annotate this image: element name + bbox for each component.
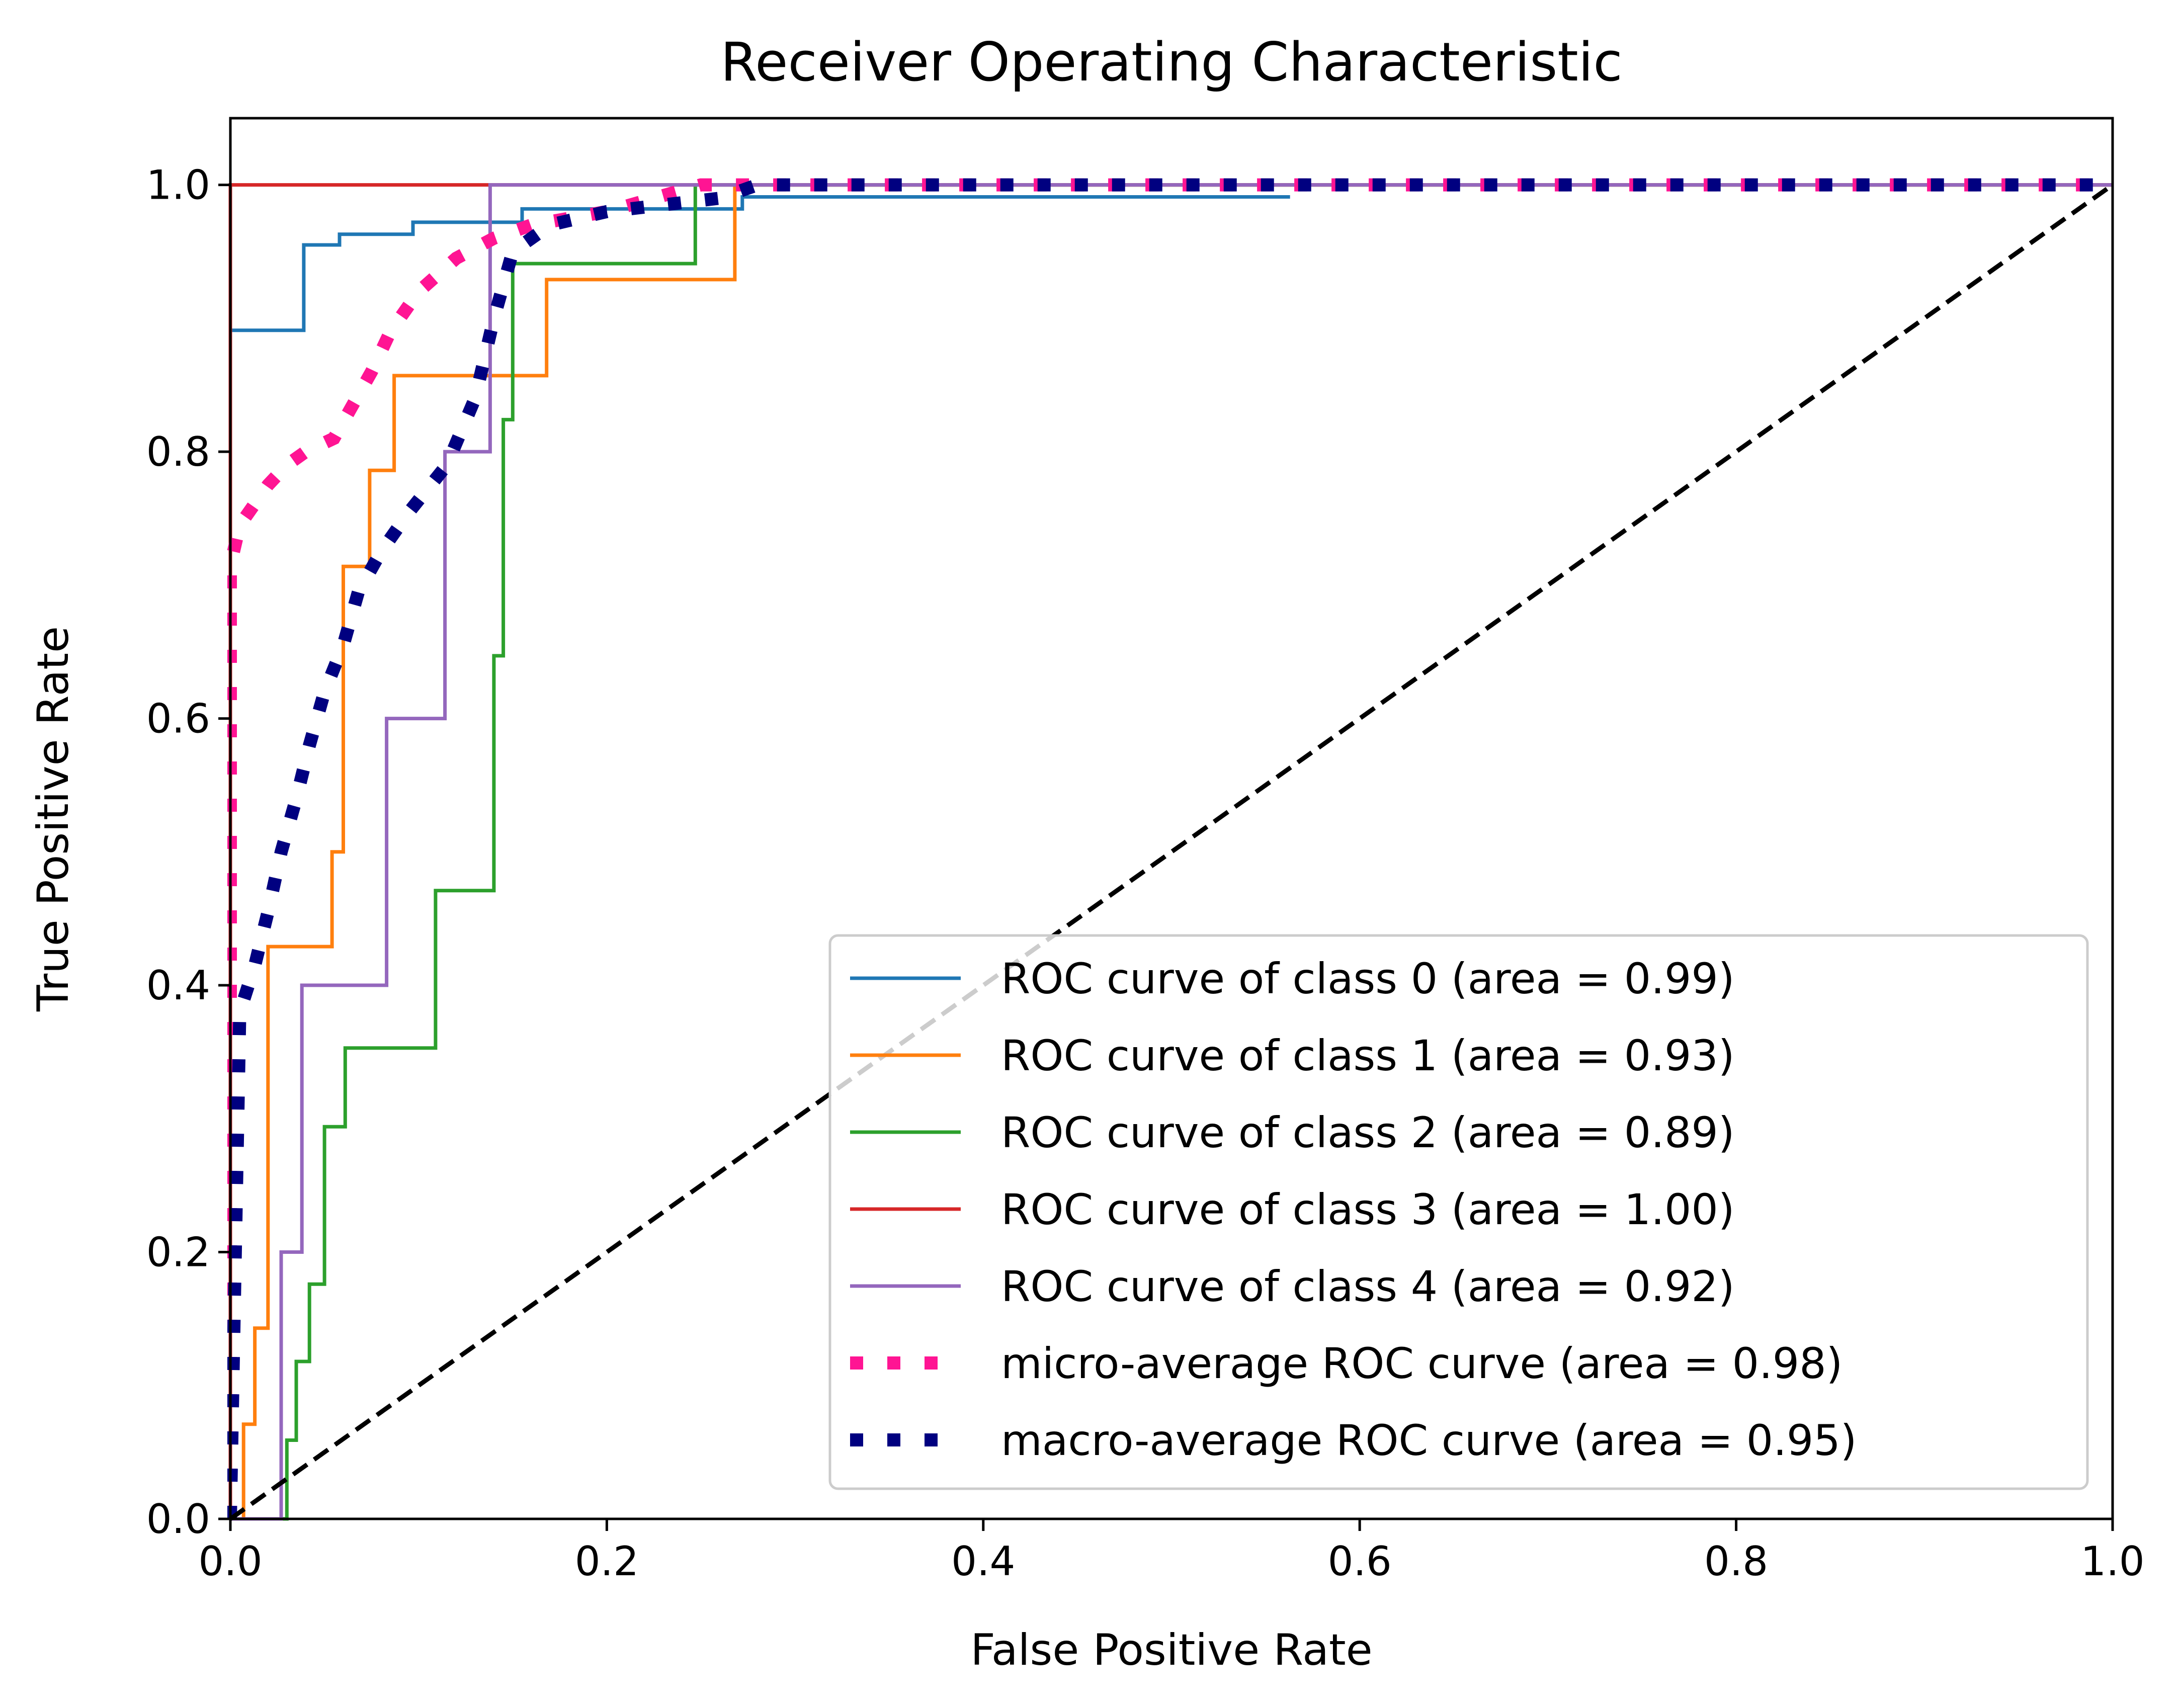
y-tick-label: 0.4 bbox=[146, 962, 210, 1009]
legend-label-0: ROC curve of class 0 (area = 0.99) bbox=[1001, 954, 1735, 1003]
plot-frame bbox=[229, 117, 2114, 1520]
x-tick-label: 0.2 bbox=[575, 1538, 639, 1585]
series-line-0 bbox=[228, 195, 1290, 1519]
x-tick-label: 1.0 bbox=[2080, 1538, 2144, 1585]
legend-label-3: ROC curve of class 3 (area = 1.00) bbox=[1001, 1185, 1735, 1234]
y-tick-label: 0.8 bbox=[146, 429, 210, 475]
chart-title: Receiver Operating Characteristic bbox=[720, 31, 1622, 93]
y-tick-label: 1.0 bbox=[146, 162, 210, 209]
x-tick-label: 0.6 bbox=[1328, 1538, 1392, 1585]
series-line-4 bbox=[230, 183, 2113, 1521]
y-tick-label: 0.0 bbox=[146, 1496, 210, 1543]
x-tick-label: 0.4 bbox=[951, 1538, 1015, 1585]
x-tick-label: 0.0 bbox=[198, 1538, 262, 1585]
legend-label-1: ROC curve of class 1 (area = 0.93) bbox=[1001, 1031, 1735, 1080]
y-axis: 0.0 0.2 0.4 0.6 0.8 1.0 bbox=[146, 162, 230, 1543]
x-axis: 0.0 0.2 0.4 0.6 0.8 1.0 bbox=[198, 1519, 2145, 1585]
legend-label-5: micro-average ROC curve (area = 0.98) bbox=[1001, 1339, 1842, 1388]
legend-box bbox=[828, 934, 2089, 1490]
legend: ROC curve of class 0 (area = 0.99) ROC cu… bbox=[828, 934, 2089, 1490]
y-axis-label: True Positive Rate bbox=[28, 626, 78, 1012]
legend-label-4: ROC curve of class 4 (area = 0.92) bbox=[1001, 1262, 1735, 1311]
x-axis-label: False Positive Rate bbox=[970, 1625, 1372, 1675]
y-tick-label: 0.2 bbox=[146, 1229, 210, 1276]
legend-label-2: ROC curve of class 2 (area = 0.89) bbox=[1001, 1108, 1735, 1157]
legend-label-6: macro-average ROC curve (area = 0.95) bbox=[1001, 1416, 1857, 1465]
x-tick-label: 0.8 bbox=[1704, 1538, 1768, 1585]
y-tick-label: 0.6 bbox=[146, 696, 210, 742]
series-line-5 bbox=[227, 178, 2113, 1519]
series-line-1 bbox=[230, 183, 2113, 1521]
